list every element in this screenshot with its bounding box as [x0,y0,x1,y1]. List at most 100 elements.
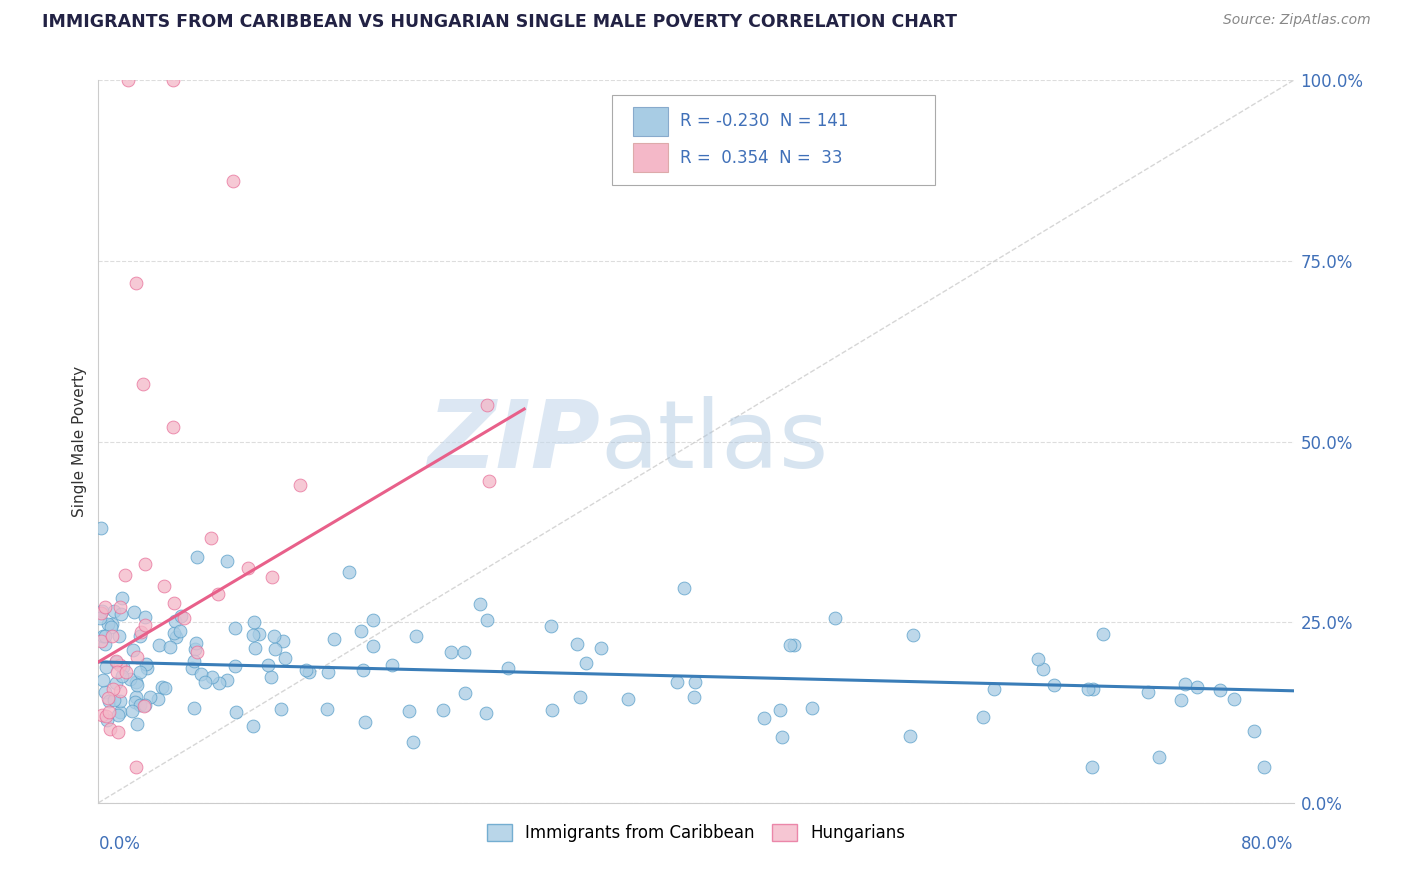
Point [170,609,193,624]
Point [89,610,111,624]
Point [127,717,149,731]
Point [783,638,806,652]
Point [134,618,156,632]
Point [665,675,688,690]
Point [169,624,191,638]
Point [134,609,156,624]
Point [90,606,112,620]
Point [162,73,184,87]
Point [215,554,238,568]
Point [779,638,801,652]
FancyBboxPatch shape [633,107,668,136]
Text: 0.0%: 0.0% [98,835,141,854]
Point [263,629,285,643]
Point [318,665,340,680]
Point [1092,627,1115,641]
Point [124,695,146,709]
Point [91,604,114,618]
Point [107,724,129,739]
Point [768,703,790,717]
Point [1223,692,1246,706]
Point [1026,652,1049,666]
Point [224,659,246,673]
Point [432,703,454,717]
Point [475,398,498,412]
Point [475,706,498,720]
Point [498,661,520,675]
Point [323,632,346,646]
Point [117,73,139,87]
Point [134,698,156,713]
Point [315,702,337,716]
Point [295,663,318,677]
Point [163,596,186,610]
Point [770,730,793,744]
Point [903,628,925,642]
Point [153,579,176,593]
Point [183,642,205,657]
Point [361,613,384,627]
Point [90,633,112,648]
Point [108,629,131,643]
Point [105,676,128,690]
Point [1081,681,1104,696]
Point [405,629,427,643]
Point [298,665,321,679]
Point [1032,662,1054,676]
Point [1077,681,1099,696]
Point [118,673,141,687]
Point [243,615,266,629]
Text: R = -0.230  N = 141: R = -0.230 N = 141 [681,112,849,130]
Point [129,665,152,679]
Point [135,657,157,671]
Point [1081,759,1104,773]
Point [274,650,297,665]
Point [108,693,131,707]
Point [96,713,118,727]
Point [540,619,562,633]
Point [115,665,138,679]
Point [125,690,148,705]
Point [98,706,121,720]
Point [181,661,204,675]
Point [111,591,134,606]
Point [200,531,222,545]
Point [186,644,208,658]
Point [352,663,374,677]
Point [103,693,125,707]
Point [108,705,131,719]
FancyBboxPatch shape [633,143,668,172]
Point [683,690,706,704]
Point [90,521,112,535]
Point [183,655,205,669]
Point [132,376,155,391]
Point [96,660,118,674]
Point [112,659,135,673]
Point [193,675,215,690]
Point [136,661,159,675]
Text: R =  0.354  N =  33: R = 0.354 N = 33 [681,149,844,167]
Point [208,676,231,690]
Point [225,706,247,720]
Point [260,569,283,583]
Point [673,582,696,596]
Point [125,760,148,774]
Point [190,667,212,681]
Point [440,644,463,658]
Point [128,698,150,712]
Point [1174,677,1197,691]
Point [972,710,994,724]
Point [90,708,112,723]
Point [242,628,264,642]
Point [398,704,420,718]
Point [478,474,501,488]
Point [1170,693,1192,707]
Point [1243,724,1265,739]
Point [1043,678,1066,692]
Legend: Immigrants from Caribbean, Hungarians: Immigrants from Caribbean, Hungarians [481,817,911,848]
Y-axis label: Single Male Poverty: Single Male Poverty [72,366,87,517]
Point [98,694,121,708]
Point [454,686,477,700]
Point [97,617,120,632]
Point [1209,683,1232,698]
